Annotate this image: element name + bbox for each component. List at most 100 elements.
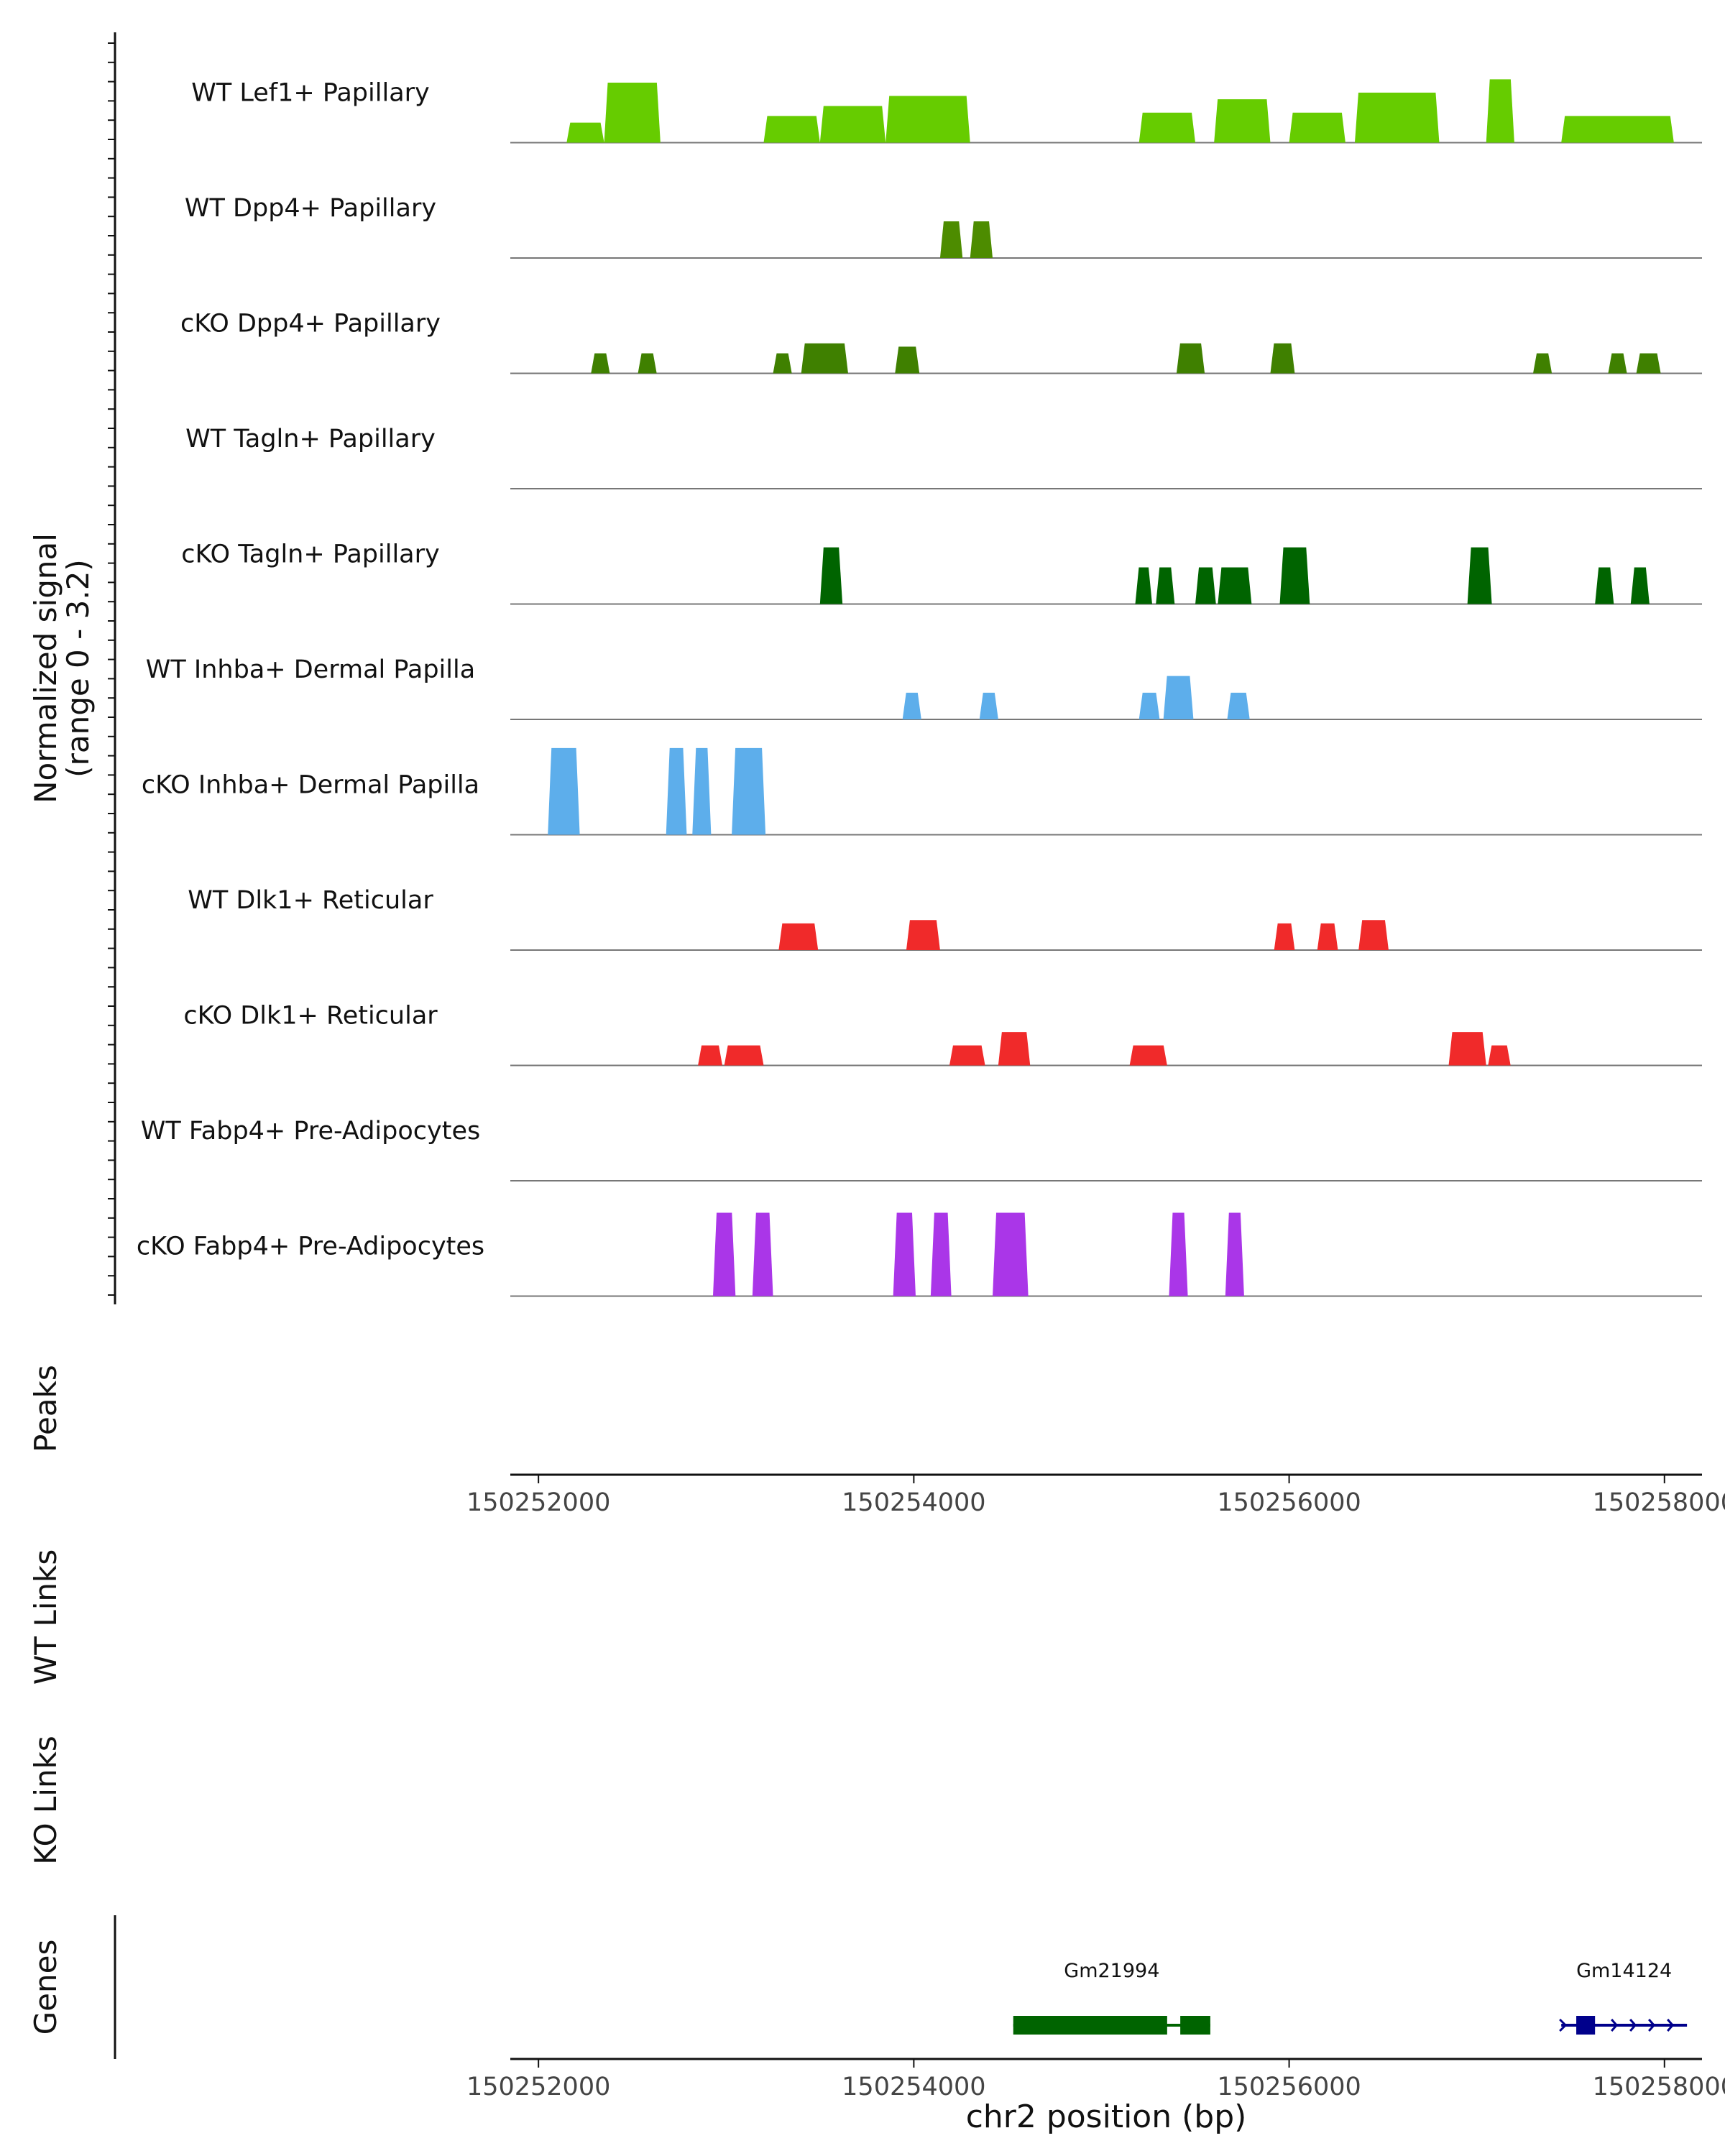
track-9: WT Fabp4+ Pre-Adipocytes — [141, 1117, 1702, 1181]
coverage-tracks: WT Lef1+ Papillary WT Dpp4+ Papillary cKO … — [137, 79, 1702, 1297]
x-tick-label: 150254000 — [842, 1488, 985, 1517]
signal-peak — [993, 1212, 1029, 1296]
signal-peak — [801, 343, 848, 374]
y-axis-label-line2: (range 0 - 3.2) — [60, 559, 96, 778]
track-6: cKO Inhba+ Dermal Papilla — [142, 747, 1702, 836]
signal-peak — [1486, 79, 1514, 143]
track-label: WT Lef1+ Papillary — [191, 79, 430, 108]
signal-peak — [1169, 1212, 1188, 1296]
signal-peak — [1533, 353, 1552, 374]
signal-peak — [1129, 1045, 1167, 1066]
x-tick-label: 150252000 — [466, 2073, 610, 2101]
x-axis-top: 150252000 150254000 150256000 150258000 — [466, 1475, 1725, 1517]
track-label: WT Inhba+ Dermal Papilla — [146, 655, 475, 684]
signal-peak — [1176, 343, 1205, 374]
strand-arrow — [1559, 2018, 1568, 2032]
signal-peak — [1156, 567, 1175, 604]
signal-peak — [1448, 1032, 1486, 1066]
signal-peak — [666, 747, 687, 835]
signal-peak — [902, 692, 921, 719]
signal-peak — [1195, 567, 1216, 604]
signal-peak — [604, 82, 661, 143]
signal-peak — [1274, 923, 1295, 950]
signal-peak — [1225, 1212, 1244, 1296]
signal-peak — [1630, 567, 1650, 604]
signal-peak — [778, 923, 819, 950]
gene-Gm21994: Gm21994 — [1013, 1960, 1210, 2035]
track-label: cKO Tagln+ Papillary — [181, 540, 440, 569]
signal-peak — [724, 1045, 764, 1066]
x-tick-label: 150256000 — [1217, 1488, 1361, 1517]
signal-peak — [1138, 692, 1160, 719]
track-5: WT Inhba+ Dermal Papilla — [146, 655, 1702, 720]
track-label: WT Fabp4+ Pre-Adipocytes — [141, 1117, 480, 1146]
genes-panel-label: Genes — [28, 1940, 63, 2035]
signal-peak — [763, 116, 820, 143]
gene-exon — [1013, 2016, 1167, 2035]
signal-peak — [819, 547, 843, 604]
track-4: cKO Tagln+ Papillary — [181, 540, 1702, 605]
signal-peak — [1636, 353, 1661, 374]
ko-links-panel-label: KO Links — [28, 1736, 63, 1865]
signal-peak — [732, 747, 766, 835]
signal-peak — [638, 353, 657, 374]
track-label: WT Dlk1+ Reticular — [188, 886, 433, 915]
x-tick-label: 150254000 — [842, 2073, 985, 2101]
track-label: cKO Inhba+ Dermal Papilla — [142, 771, 479, 800]
signal-peak — [893, 1212, 916, 1296]
signal-peak — [1279, 547, 1310, 604]
signal-peak — [548, 747, 580, 835]
signal-peak — [591, 353, 610, 374]
y-axis-ticks — [108, 42, 115, 1296]
x-axis-bottom: 150252000 150254000 150256000 150258000 — [466, 2059, 1725, 2101]
signal-peak — [979, 692, 998, 719]
track-1: WT Dpp4+ Papillary — [185, 194, 1702, 259]
gene-Gm14124: Gm14124 — [1559, 1960, 1688, 2035]
x-tick-label: 150258000 — [1593, 1488, 1725, 1517]
track-label: cKO Dpp4+ Papillary — [180, 310, 441, 338]
gene-models: Gm21994 Gm14124 — [1013, 1960, 1688, 2035]
signal-peak — [1227, 692, 1250, 719]
signal-peak — [939, 221, 963, 258]
signal-peak — [1138, 112, 1196, 143]
track-3: WT Tagln+ Papillary — [185, 425, 1702, 489]
strand-arrow — [1611, 2019, 1619, 2032]
signal-peak — [949, 1045, 985, 1066]
strand-arrow — [1629, 2019, 1637, 2032]
signal-peak — [1488, 1045, 1511, 1066]
signal-peak — [752, 1212, 773, 1296]
track-8: cKO Dlk1+ Reticular — [183, 1002, 1702, 1067]
signal-peak — [1218, 567, 1252, 604]
track-label: cKO Dlk1+ Reticular — [183, 1002, 438, 1031]
track-0: WT Lef1+ Papillary — [191, 79, 1702, 144]
signal-peak — [1317, 923, 1338, 950]
signal-peak — [712, 1212, 736, 1296]
signal-peak — [819, 106, 886, 143]
strand-arrow — [1667, 2019, 1675, 2032]
gene-label: Gm14124 — [1576, 1960, 1672, 1982]
signal-peak — [566, 122, 604, 143]
x-tick-label: 150252000 — [466, 1488, 610, 1517]
signal-peak — [1467, 547, 1492, 604]
wt-links-panel-label: WT Links — [28, 1549, 63, 1685]
track-label: cKO Fabp4+ Pre-Adipocytes — [137, 1233, 484, 1261]
signal-peak — [1270, 343, 1295, 374]
signal-peak — [698, 1045, 723, 1066]
signal-peak — [1354, 92, 1440, 143]
signal-peak — [1561, 116, 1674, 143]
gene-label: Gm21994 — [1064, 1960, 1159, 1982]
signal-peak — [906, 920, 940, 950]
y-axis-label-line1: Normalized signal — [28, 533, 63, 803]
signal-peak — [1595, 567, 1614, 604]
signal-peak — [970, 221, 993, 258]
signal-peak — [1608, 353, 1627, 374]
x-tick-label: 150256000 — [1217, 2073, 1361, 2101]
peaks-panel-label: Peaks — [28, 1365, 63, 1452]
gene-exon — [1180, 2016, 1210, 2035]
signal-peak — [930, 1212, 952, 1296]
track-7: WT Dlk1+ Reticular — [188, 886, 1702, 951]
signal-peak — [692, 747, 712, 835]
signal-peak — [1135, 567, 1152, 604]
signal-peak — [886, 96, 970, 143]
strand-arrow — [1648, 2019, 1656, 2032]
